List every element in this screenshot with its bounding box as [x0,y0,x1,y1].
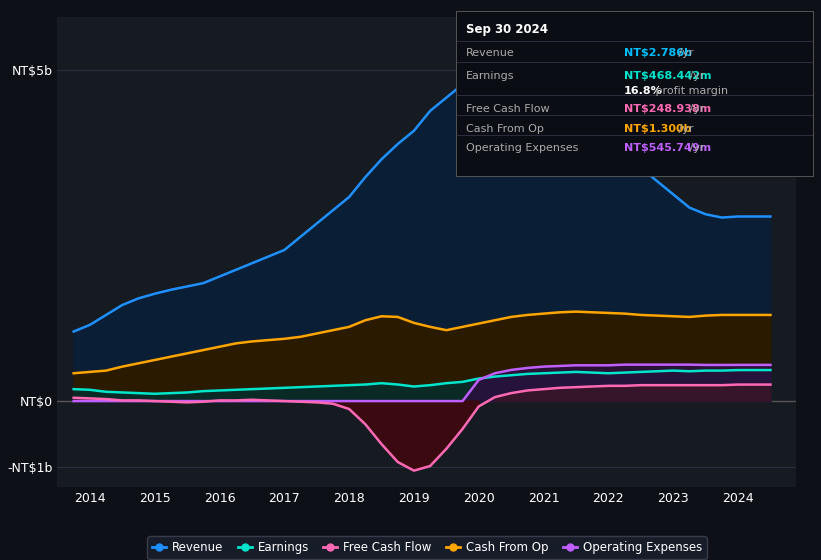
Text: Free Cash Flow: Free Cash Flow [466,104,550,114]
Text: NT$2.786b: NT$2.786b [623,48,691,58]
Text: /yr: /yr [686,71,705,81]
Text: NT$1.300b: NT$1.300b [623,124,691,133]
Text: NT$468.442m: NT$468.442m [623,71,711,81]
Text: /yr: /yr [686,143,705,153]
Text: /yr: /yr [675,48,694,58]
Text: 16.8%: 16.8% [623,86,663,96]
Text: Cash From Op: Cash From Op [466,124,544,133]
Text: Revenue: Revenue [466,48,515,58]
Text: profit margin: profit margin [652,86,728,96]
Text: Operating Expenses: Operating Expenses [466,143,579,153]
Text: Sep 30 2024: Sep 30 2024 [466,23,548,36]
Text: Earnings: Earnings [466,71,515,81]
Text: NT$248.938m: NT$248.938m [623,104,711,114]
Text: /yr: /yr [675,124,694,133]
Text: /yr: /yr [686,104,705,114]
Legend: Revenue, Earnings, Free Cash Flow, Cash From Op, Operating Expenses: Revenue, Earnings, Free Cash Flow, Cash … [147,536,707,559]
Text: NT$545.749m: NT$545.749m [623,143,711,153]
